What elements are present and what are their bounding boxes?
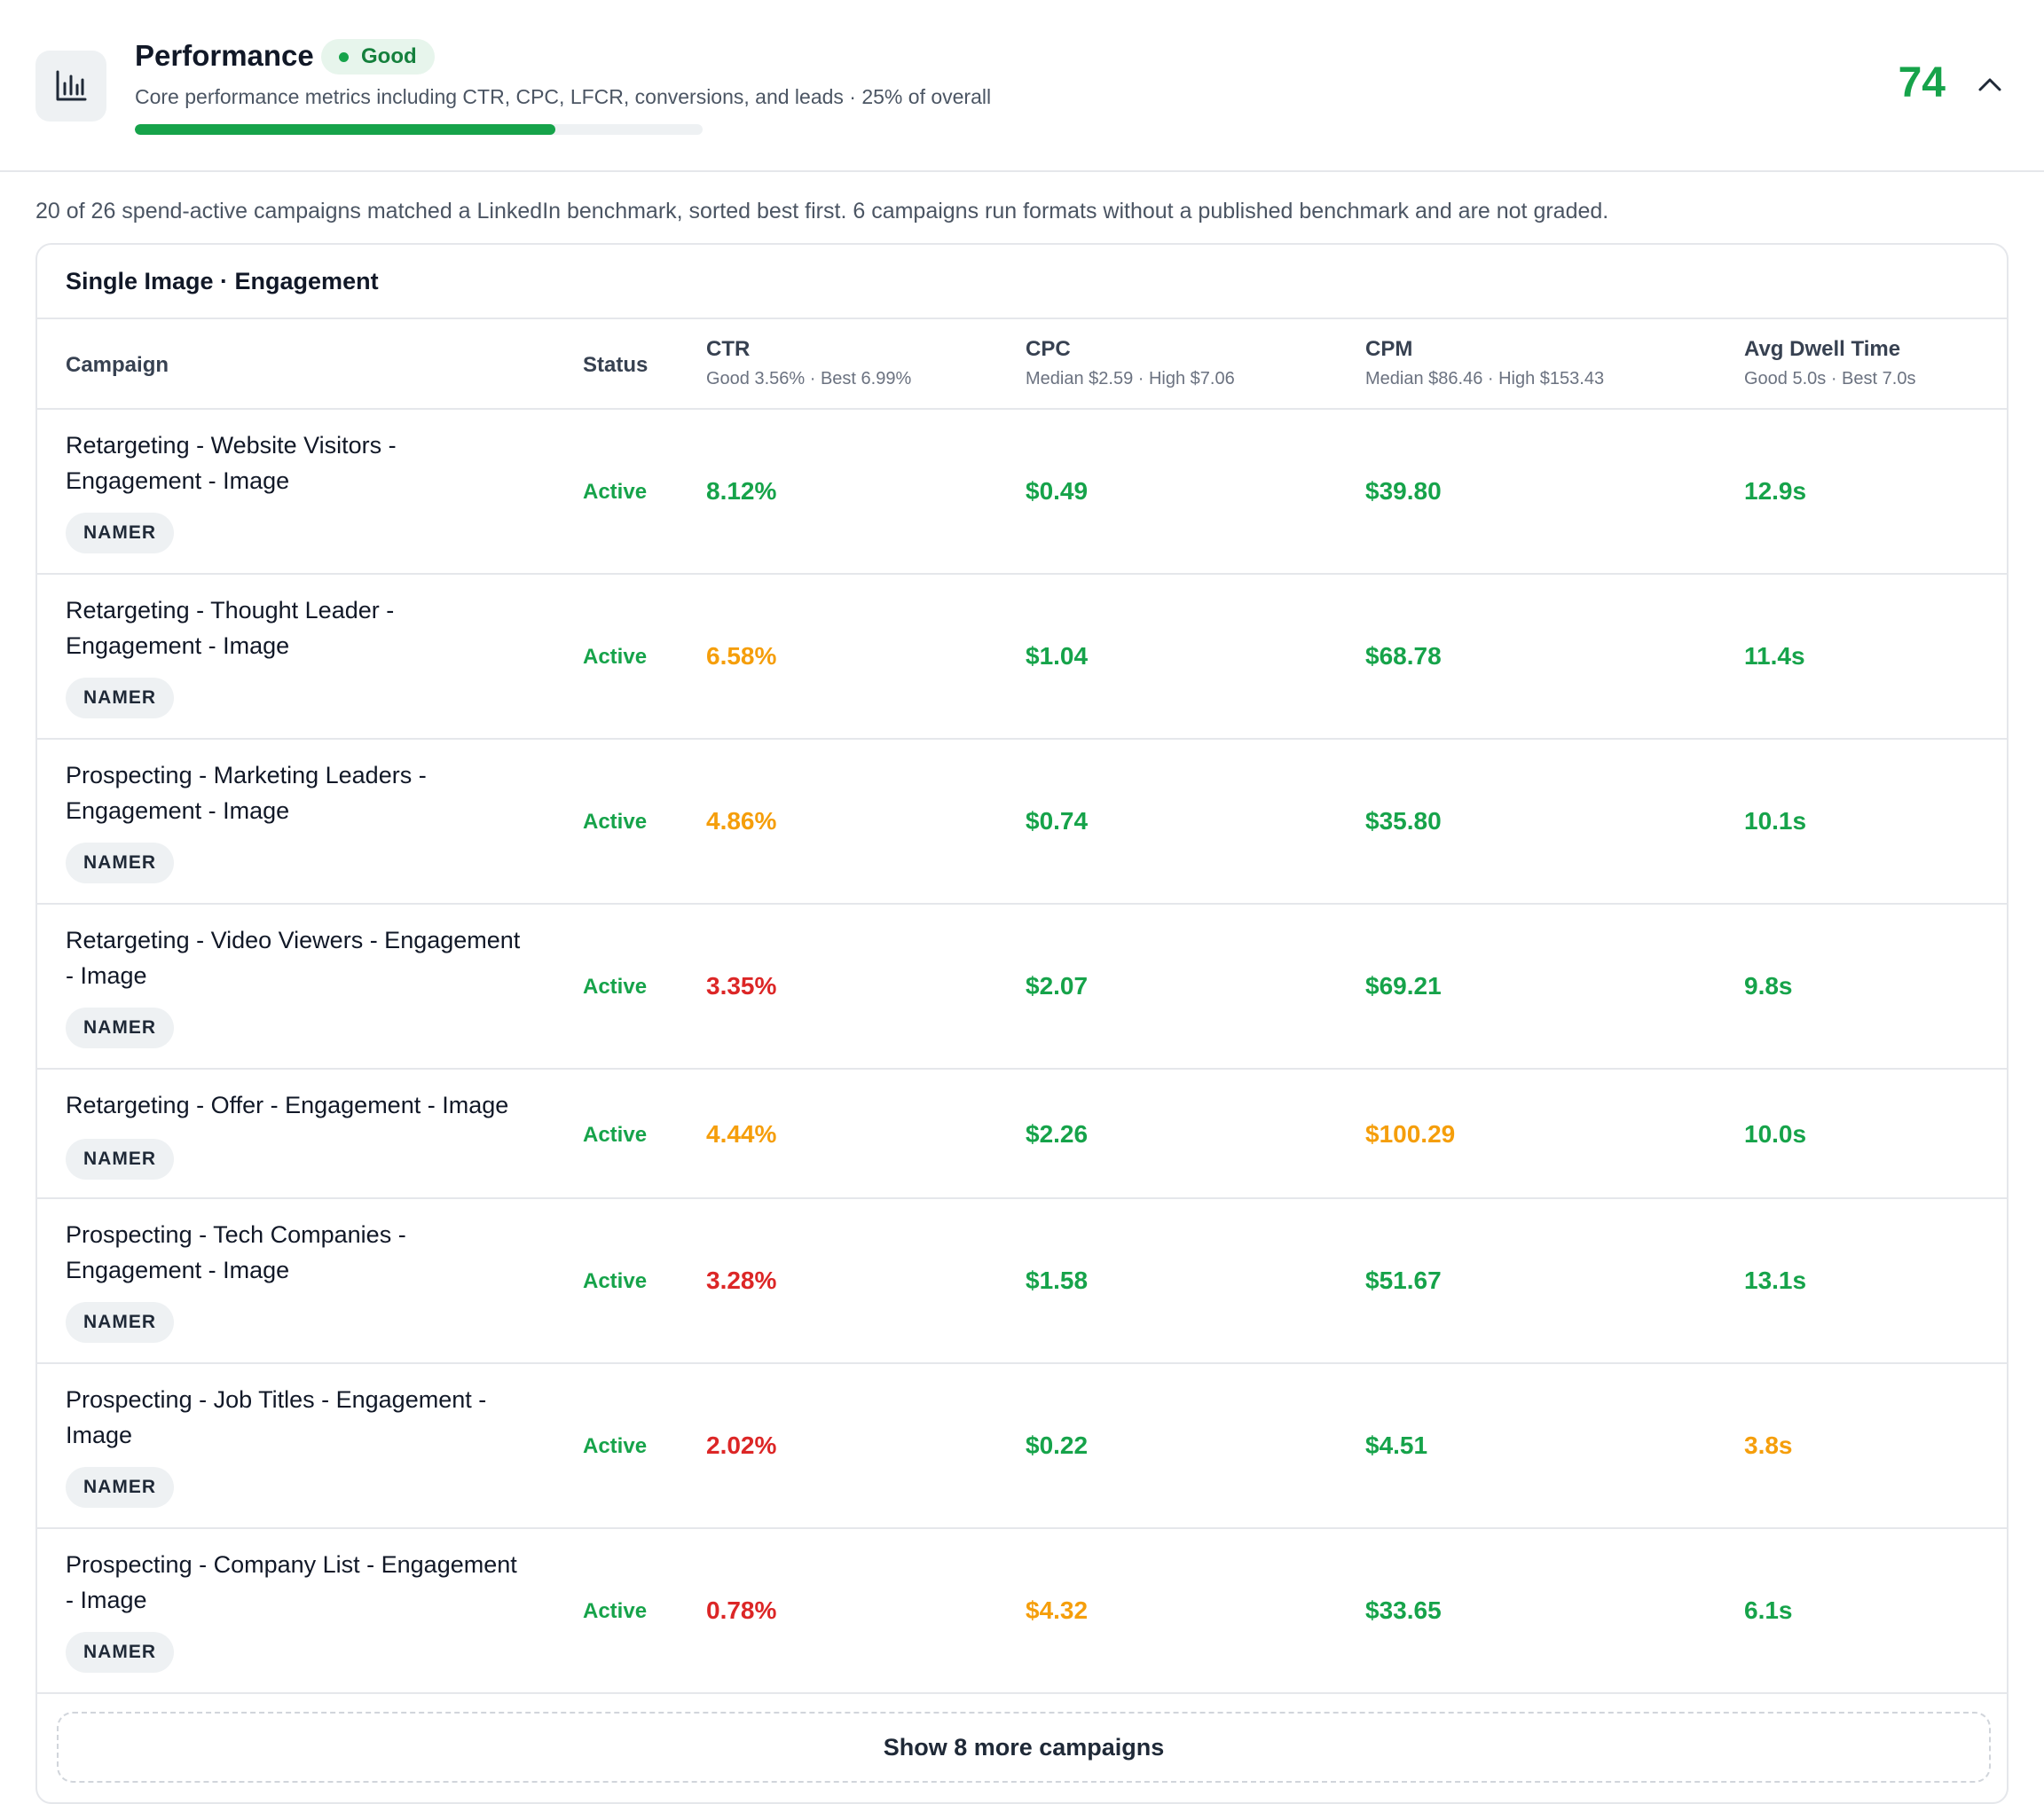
bar-chart-icon xyxy=(35,51,106,122)
ctr-value: 3.35% xyxy=(706,972,777,1000)
column-header-status: Status xyxy=(583,353,649,377)
column-header-ctr: CTR xyxy=(706,337,751,361)
status-badge-label: Good xyxy=(361,44,417,68)
dwell-time-value: 9.8s xyxy=(1744,972,1793,1000)
status-label: Active xyxy=(583,645,648,669)
dwell-time-value: 10.1s xyxy=(1744,807,1807,835)
cpc-value: $0.49 xyxy=(1026,477,1089,505)
status-label: Active xyxy=(583,1599,648,1623)
dwell-time-value: 13.1s xyxy=(1744,1267,1807,1294)
cpc-value: $4.32 xyxy=(1026,1596,1089,1624)
cpc-value: $0.74 xyxy=(1026,807,1089,835)
campaign-name: Prospecting - Company List - Engagement -… xyxy=(66,1551,517,1613)
score-progress-fill xyxy=(135,124,555,135)
status-badge: Good xyxy=(321,39,435,75)
cpm-value: $33.65 xyxy=(1365,1596,1442,1624)
region-tag: NAMER xyxy=(66,678,174,718)
campaign-name: Prospecting - Tech Companies - Engagement… xyxy=(66,1221,406,1283)
cpc-value: $1.58 xyxy=(1026,1267,1089,1294)
table-row[interactable]: Retargeting - Video Viewers - Engagement… xyxy=(37,905,2007,1070)
cpc-value: $0.22 xyxy=(1026,1431,1089,1459)
campaign-name: Retargeting - Offer - Engagement - Image xyxy=(66,1092,509,1118)
column-header-dwell-time: Avg Dwell Time xyxy=(1744,337,1901,361)
column-benchmark-dwell-time: Good 5.0s · Best 7.0s xyxy=(1744,369,1916,388)
divider xyxy=(37,318,2007,319)
campaign-name: Prospecting - Marketing Leaders - Engagem… xyxy=(66,762,427,824)
table-row[interactable]: Prospecting - Job Titles - Engagement -I… xyxy=(37,1364,2007,1529)
performance-section-header[interactable]: Performance Good Core performance metric… xyxy=(0,0,2044,172)
column-header-cpm: CPM xyxy=(1365,337,1413,361)
benchmark-summary: 20 of 26 spend-active campaigns matched … xyxy=(35,199,1609,224)
chevron-up-icon[interactable] xyxy=(1977,75,2003,96)
group-title: Single Image · Engagement xyxy=(66,268,379,294)
region-tag: NAMER xyxy=(66,1008,174,1048)
cpm-value: $35.80 xyxy=(1365,807,1442,835)
campaign-name: Retargeting - Thought Leader - Engagement… xyxy=(66,597,395,659)
dwell-time-value: 11.4s xyxy=(1744,642,1805,670)
ctr-value: 2.02% xyxy=(706,1431,777,1459)
status-label: Active xyxy=(583,810,648,834)
table-row[interactable]: Prospecting - Marketing Leaders - Engagem… xyxy=(37,740,2007,905)
dwell-time-value: 10.0s xyxy=(1744,1120,1807,1148)
cpm-value: $4.51 xyxy=(1365,1431,1428,1459)
cpm-value: $39.80 xyxy=(1365,477,1442,505)
campaign-name: Retargeting - Video Viewers - Engagement… xyxy=(66,927,521,989)
ctr-value: 0.78% xyxy=(706,1596,777,1624)
ctr-value: 4.86% xyxy=(706,807,777,835)
column-benchmark-ctr: Good 3.56% · Best 6.99% xyxy=(706,369,912,388)
column-benchmark-cpm: Median $86.46 · High $153.43 xyxy=(1365,369,1605,388)
score-progress-bar xyxy=(135,124,703,135)
column-benchmark-cpc: Median $2.59 · High $7.06 xyxy=(1026,369,1235,388)
campaign-name: Retargeting - Website Visitors - Engageme… xyxy=(66,432,397,494)
status-label: Active xyxy=(583,1434,648,1458)
table-row[interactable]: Retargeting - Offer - Engagement - Image… xyxy=(37,1070,2007,1199)
status-label: Active xyxy=(583,1123,648,1147)
status-label: Active xyxy=(583,1269,648,1293)
benchmark-group-card: Single Image · Engagement Campaign Statu… xyxy=(35,243,2009,1804)
table-row[interactable]: Prospecting - Tech Companies - Engagement… xyxy=(37,1199,2007,1364)
cpm-value: $100.29 xyxy=(1365,1120,1456,1148)
table-row[interactable]: Prospecting - Company List - Engagement -… xyxy=(37,1529,2007,1694)
cpc-value: $2.26 xyxy=(1026,1120,1089,1148)
column-header-campaign: Campaign xyxy=(66,353,169,377)
column-header-cpc: CPC xyxy=(1026,337,1071,361)
region-tag: NAMER xyxy=(66,1632,174,1673)
region-tag: NAMER xyxy=(66,843,174,883)
table-row[interactable]: Retargeting - Website Visitors - Engageme… xyxy=(37,410,2007,575)
cpc-value: $2.07 xyxy=(1026,972,1089,1000)
ctr-value: 8.12% xyxy=(706,477,777,505)
section-score: 74 xyxy=(1898,59,1946,106)
status-dot-icon xyxy=(339,51,349,62)
region-tag: NAMER xyxy=(66,1302,174,1343)
cpm-value: $68.78 xyxy=(1365,642,1442,670)
table-row[interactable]: Retargeting - Thought Leader - Engagement… xyxy=(37,575,2007,740)
ctr-value: 6.58% xyxy=(706,642,777,670)
dwell-time-value: 3.8s xyxy=(1744,1431,1793,1459)
section-description: Core performance metrics including CTR, … xyxy=(135,85,992,108)
dwell-time-value: 12.9s xyxy=(1744,477,1807,505)
dwell-time-value: 6.1s xyxy=(1744,1596,1793,1624)
cpc-value: $1.04 xyxy=(1026,642,1089,670)
cpm-value: $51.67 xyxy=(1365,1267,1442,1294)
table-header: Campaign Status CTR Good 3.56% · Best 6.… xyxy=(37,319,2007,410)
status-label: Active xyxy=(583,975,648,999)
ctr-value: 3.28% xyxy=(706,1267,777,1294)
region-tag: NAMER xyxy=(66,1139,174,1180)
status-label: Active xyxy=(583,480,648,504)
campaign-name: Prospecting - Job Titles - Engagement -I… xyxy=(66,1386,487,1448)
show-more-campaigns-button[interactable]: Show 8 more campaigns xyxy=(57,1712,1991,1783)
region-tag: NAMER xyxy=(66,1467,174,1508)
region-tag: NAMER xyxy=(66,513,174,553)
ctr-value: 4.44% xyxy=(706,1120,777,1148)
cpm-value: $69.21 xyxy=(1365,972,1442,1000)
section-title: Performance xyxy=(135,39,314,72)
